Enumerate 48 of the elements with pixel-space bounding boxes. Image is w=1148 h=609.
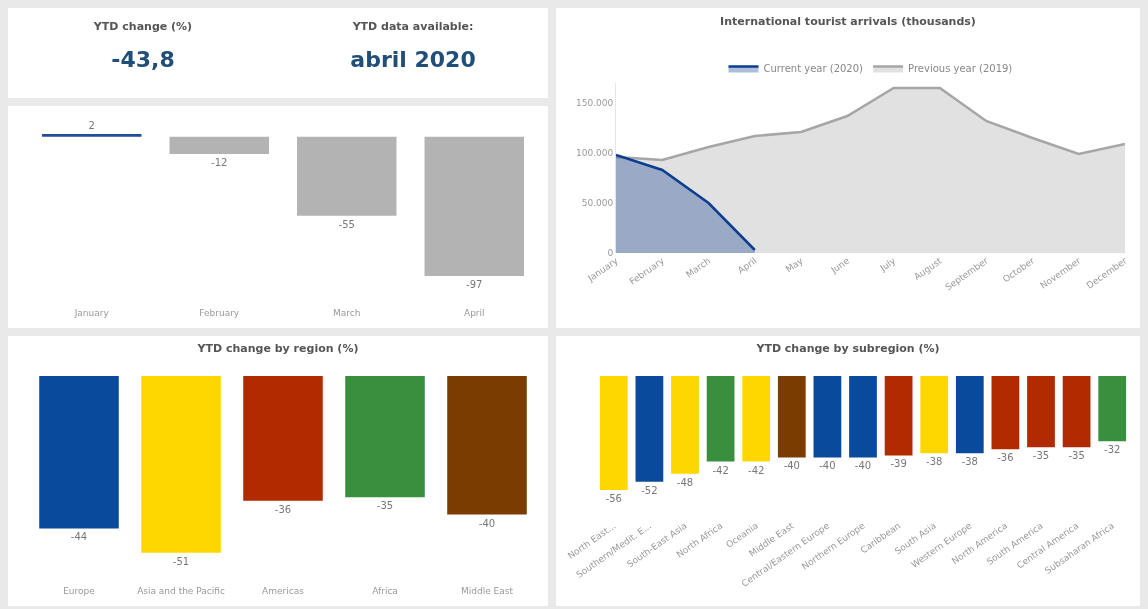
data-label: -40 xyxy=(783,460,800,472)
data-label: -36 xyxy=(997,452,1014,464)
x-tick-label: March xyxy=(333,308,361,318)
data-label: -42 xyxy=(712,464,729,476)
legend-label: Previous year (2019) xyxy=(908,63,1013,75)
data-label: -55 xyxy=(338,218,355,230)
text: YTD change (%) xyxy=(92,20,194,33)
y-tick-label: 0 xyxy=(607,248,614,259)
x-tick-label: Asia and the Pacific xyxy=(137,586,225,596)
data-label: -52 xyxy=(641,484,658,496)
text: YTD data available: xyxy=(351,20,475,33)
data-label: -40 xyxy=(854,460,872,472)
data-label: -35 xyxy=(1032,450,1050,462)
data-label: -32 xyxy=(1104,444,1121,456)
data-label: 2 xyxy=(88,119,95,131)
chart-title: YTD change by subregion (%) xyxy=(755,341,940,355)
y-tick-label: 150.000 xyxy=(575,98,614,109)
data-label: -56 xyxy=(605,493,622,504)
data-label: -36 xyxy=(274,503,292,515)
chart-title: YTD change by region (%) xyxy=(196,341,359,355)
y-tick-label: 100.000 xyxy=(575,148,614,159)
chart-title: International tourist arrivals (thousands) xyxy=(720,15,976,29)
data-label: -40 xyxy=(819,460,836,472)
data-label: -42 xyxy=(748,464,765,476)
x-tick-label: April xyxy=(463,308,485,318)
data-label: -40 xyxy=(478,517,496,529)
text: -43,8 xyxy=(110,47,176,72)
data-label: -97 xyxy=(466,279,483,291)
x-tick-label: Africa xyxy=(372,586,398,596)
x-tick-label: July xyxy=(877,255,898,274)
text: abril 2020 xyxy=(349,47,477,72)
data-label: -51 xyxy=(172,555,190,567)
x-tick-label: Middle East xyxy=(460,586,514,596)
x-tick-label: Americas xyxy=(262,586,305,596)
legend-label: Current year (2020) xyxy=(763,63,864,75)
x-tick-label: May xyxy=(783,255,806,275)
x-tick-label: February xyxy=(199,308,240,318)
y-tick-label: 50.000 xyxy=(581,198,614,209)
x-tick-label: January xyxy=(73,308,110,318)
data-label: -35 xyxy=(376,500,394,512)
data-label: -35 xyxy=(1068,450,1085,462)
data-label: -38 xyxy=(926,456,943,468)
data-label: -39 xyxy=(890,458,907,470)
data-label: -48 xyxy=(676,476,694,488)
data-label: -44 xyxy=(70,531,88,543)
data-label: -12 xyxy=(211,157,228,169)
x-tick-label: Europe xyxy=(63,586,96,596)
data-label: -38 xyxy=(961,456,978,468)
